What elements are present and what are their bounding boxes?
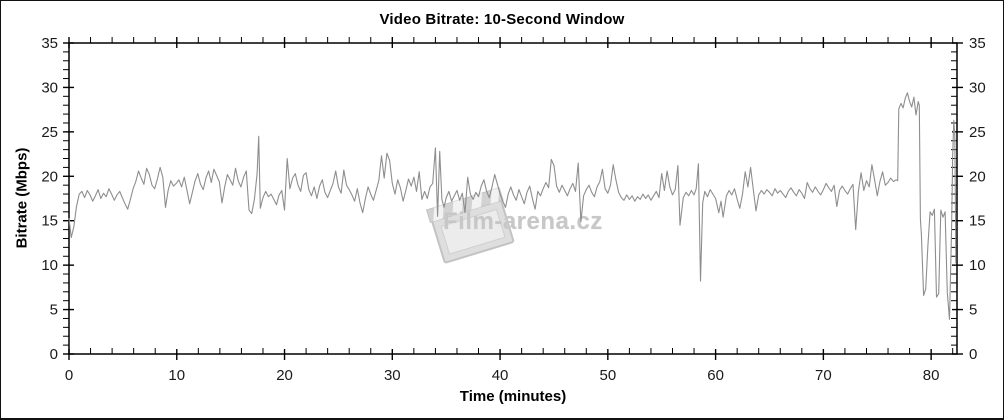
y-tick-label-right: 35 <box>969 35 986 52</box>
x-tick-label: 50 <box>599 367 616 384</box>
bitrate-line <box>68 92 957 320</box>
y-tick-label-left: 10 <box>41 257 58 274</box>
x-tick-label: 20 <box>276 367 293 384</box>
x-tick-label: 30 <box>384 367 401 384</box>
y-tick-label-left: 15 <box>41 213 58 230</box>
y-tick-label-left: 0 <box>50 346 58 363</box>
y-tick-label-right: 30 <box>969 79 986 96</box>
y-tick-label-right: 0 <box>969 346 977 363</box>
x-tick-label: 0 <box>65 367 73 384</box>
y-tick-label-left: 30 <box>41 79 58 96</box>
y-tick-label-left: 5 <box>50 302 58 319</box>
y-tick-label-left: 20 <box>41 168 58 185</box>
x-axis-label: Time (minutes) <box>459 388 567 405</box>
chart-title: Video Bitrate: 10-Second Window <box>379 11 625 28</box>
x-tick-label: 10 <box>168 367 185 384</box>
y-tick-label-right: 5 <box>969 302 977 319</box>
x-tick-label: 60 <box>707 367 724 384</box>
x-tick-label: 70 <box>815 367 832 384</box>
x-tick-label: 40 <box>492 367 509 384</box>
y-tick-label-left: 25 <box>41 124 58 141</box>
plot-border <box>68 42 958 355</box>
y-tick-label-left: 35 <box>41 35 58 52</box>
y-tick-label-right: 25 <box>969 124 986 141</box>
y-tick-label-right: 15 <box>969 213 986 230</box>
y-tick-label-right: 20 <box>969 168 986 185</box>
y-tick-label-right: 10 <box>969 257 986 274</box>
x-tick-label: 80 <box>923 367 940 384</box>
